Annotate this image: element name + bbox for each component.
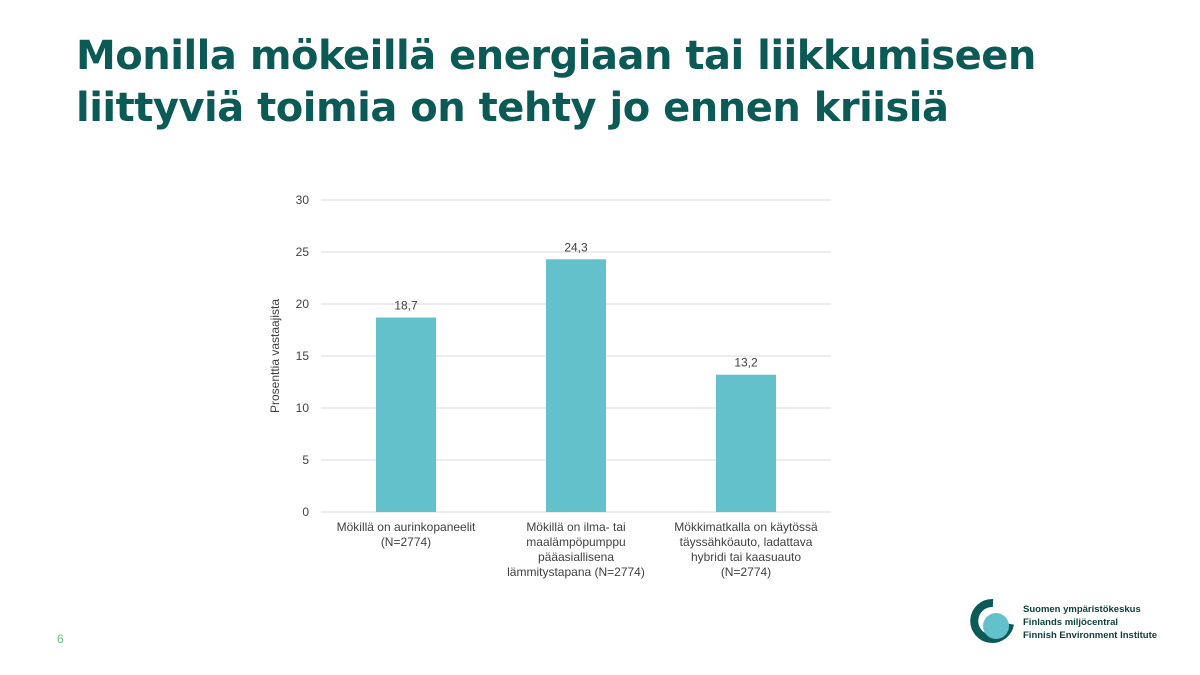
y-tick-label: 25 xyxy=(296,245,310,259)
logo-line-3: Finnish Environment Institute xyxy=(1023,630,1158,641)
page-title: Monilla mökeillä energiaan tai liikkumis… xyxy=(76,30,1036,134)
x-tick-label: (N=2774) xyxy=(381,535,431,549)
title-line-2: liittyviä toimia on tehty jo ennen kriis… xyxy=(76,85,949,131)
y-tick-label: 30 xyxy=(296,193,310,207)
logo-line-2: Finlands miljöcentral xyxy=(1023,617,1119,628)
data-label: 13,2 xyxy=(734,356,758,370)
page-number: 6 xyxy=(57,632,64,646)
y-tick-label: 5 xyxy=(302,453,309,467)
title-line-1: Monilla mökeillä energiaan tai liikkumis… xyxy=(76,33,1036,79)
x-tick-label: täyssähköauto, ladattava xyxy=(680,535,813,549)
data-label: 24,3 xyxy=(564,240,588,254)
logo-text: Suomen ympäristökeskus Finlands miljöcen… xyxy=(1023,603,1157,642)
x-tick-label: pääasiallisena xyxy=(538,550,614,564)
x-tick-label: Mökillä on aurinkopaneelit xyxy=(337,520,476,534)
y-tick-label: 20 xyxy=(296,297,310,311)
organization-logo: Suomen ympäristökeskus Finlands miljöcen… xyxy=(966,596,1186,652)
x-tick-label: maalämpöpumppu xyxy=(526,535,625,549)
x-tick-label: lämmitystapana (N=2774) xyxy=(507,565,645,579)
logo-line-1: Suomen ympäristökeskus xyxy=(1023,604,1141,615)
data-label: 18,7 xyxy=(394,299,418,313)
bar xyxy=(716,374,776,512)
x-tick-label: hybridi tai kaasuauto xyxy=(691,550,801,564)
x-tick-label: Mökillä on ilma- tai xyxy=(526,520,625,534)
x-tick-label: (N=2774) xyxy=(721,565,771,579)
bar xyxy=(546,259,606,512)
y-tick-label: 10 xyxy=(296,401,310,415)
bar xyxy=(376,317,436,512)
syke-logo-icon xyxy=(970,598,1014,643)
y-axis-label: Prosenttia vastaajista xyxy=(268,299,282,413)
y-tick-label: 15 xyxy=(296,349,310,363)
x-tick-label: Mökkimatkalla on käytössä xyxy=(674,520,818,534)
y-tick-label: 0 xyxy=(302,505,309,519)
